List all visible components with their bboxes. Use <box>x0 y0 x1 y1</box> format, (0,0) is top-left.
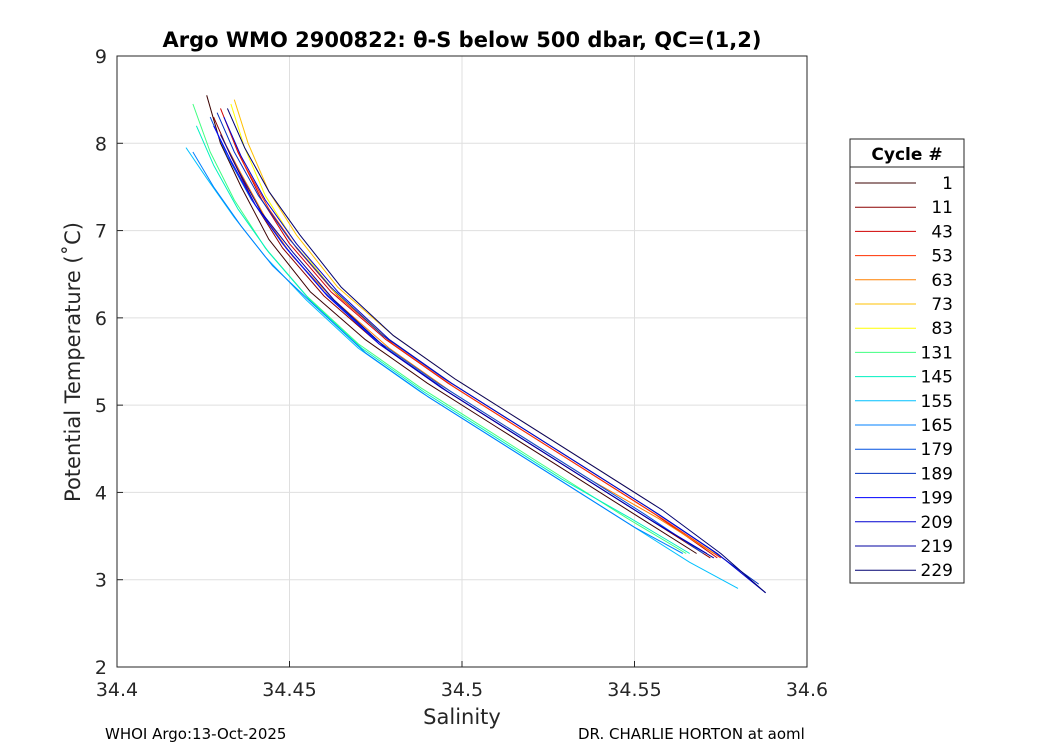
y-tick-label: 7 <box>95 221 107 243</box>
y-tick-label: 8 <box>95 133 107 155</box>
legend-label: 43 <box>931 222 953 242</box>
legend-label: 199 <box>921 489 953 509</box>
chart-title: Argo WMO 2900822: θ-S below 500 dbar, QC… <box>163 28 762 52</box>
series-line-cycle-1 <box>206 95 697 554</box>
x-tick-label: 34.6 <box>786 679 828 701</box>
legend-title: Cycle # <box>871 145 942 165</box>
legend-label: 63 <box>931 271 953 291</box>
legend-label: 145 <box>921 368 953 388</box>
legend: Cycle # 11143536373831311451551651791891… <box>849 138 965 584</box>
x-axis-label: Salinity <box>423 705 501 729</box>
series-line-cycle-145 <box>195 125 690 554</box>
x-tick-label: 34.45 <box>262 679 316 701</box>
series-line-cycle-63 <box>220 134 715 554</box>
y-tick-label: 3 <box>95 570 107 592</box>
legend-label: 189 <box>921 464 953 484</box>
legend-label: 11 <box>931 198 953 218</box>
series-line-cycle-53 <box>226 125 722 559</box>
series-line-cycle-179 <box>209 116 704 554</box>
y-tick-label: 2 <box>95 657 107 679</box>
legend-label: 1 <box>942 174 953 194</box>
y-tick-label: 6 <box>95 308 107 330</box>
y-axis-ticks: 2 3 4 5 6 7 8 9 <box>95 46 123 679</box>
x-tick-label: 34.55 <box>607 679 661 701</box>
legend-label: 209 <box>921 513 953 533</box>
legend-items: 1114353637383131145155165179189199209219… <box>855 174 953 581</box>
legend-label: 229 <box>921 561 953 581</box>
y-tick-label: 4 <box>95 482 107 504</box>
x-tick-label: 34.5 <box>441 679 483 701</box>
series-line-cycle-229 <box>226 108 766 594</box>
legend-box <box>849 138 965 584</box>
y-tick-label: 9 <box>95 46 107 68</box>
x-tick-label: 34.4 <box>96 679 138 701</box>
legend-label: 155 <box>921 392 953 412</box>
legend-label: 53 <box>931 247 953 267</box>
series-group <box>185 95 766 594</box>
legend-label: 219 <box>921 537 953 557</box>
legend-label: 179 <box>921 440 953 460</box>
legend-label: 131 <box>921 343 953 363</box>
x-axis-ticks: 34.4 34.45 34.5 34.55 34.6 <box>96 661 828 701</box>
legend-label: 165 <box>921 416 953 436</box>
series-line-cycle-131 <box>192 103 687 554</box>
legend-label: 73 <box>931 295 953 315</box>
series-line-cycle-209 <box>223 116 766 594</box>
footer-left-text: WHOI Argo:13-Oct-2025 <box>105 725 287 743</box>
grid <box>116 55 808 668</box>
y-axis-label: Potential Temperature (˚C) <box>61 222 85 502</box>
legend-label: 83 <box>931 319 953 339</box>
series-line-cycle-165 <box>192 151 684 554</box>
y-tick-label: 5 <box>95 395 107 417</box>
series-line-cycle-219 <box>220 134 715 559</box>
footer-right-text: DR. CHARLIE HORTON at aoml <box>578 725 805 743</box>
